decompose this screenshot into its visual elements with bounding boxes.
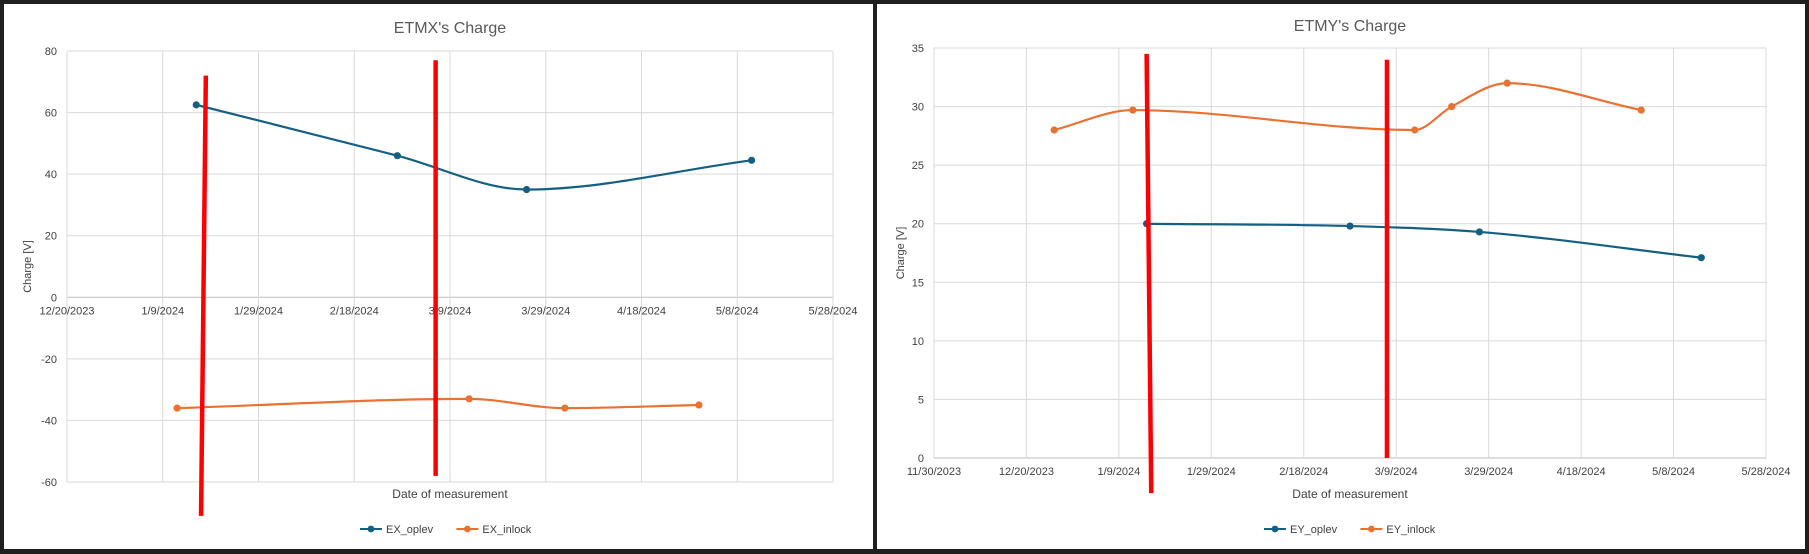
etmx-chart: ETMX's Charge -60 -40 -20 0 20 40 60 80 12/20/202…	[22, 20, 858, 536]
series-line-EX_inlock	[177, 397, 699, 410]
y-tick-label: -40	[41, 415, 57, 427]
data-point-EX_oplev	[748, 156, 756, 164]
y-tick-label: 20	[912, 219, 924, 231]
x-tick-label: 3/9/2024	[429, 305, 472, 317]
y-tick-label: 30	[912, 102, 924, 114]
legend-marker-EY_inlock	[1368, 525, 1375, 533]
x-tick-label: 5/28/2024	[1742, 466, 1791, 478]
data-point-EX_inlock	[695, 401, 703, 409]
chart-title: ETMX's Charge	[394, 20, 507, 37]
x-tick-label: 1/29/2024	[234, 305, 283, 317]
x-tick-label: 2/18/2024	[330, 305, 379, 317]
x-tick-label: 1/9/2024	[1097, 466, 1140, 478]
chart-title: ETMY's Charge	[1294, 18, 1407, 35]
series-line-EY_oplev	[1146, 222, 1702, 259]
x-tick-label: 4/18/2024	[1557, 466, 1606, 478]
x-tick-label: 1/29/2024	[1187, 466, 1236, 478]
y-tick-label: 10	[912, 336, 924, 348]
x-tick-label: 12/20/2023	[999, 466, 1054, 478]
legend-marker-EX_oplev	[367, 525, 375, 533]
y-tick-label: 60	[45, 108, 57, 120]
red-marker-line	[1144, 53, 1154, 494]
y-tick-label: 0	[918, 453, 924, 465]
red-marker-line	[198, 75, 209, 516]
x-tick-label: 4/18/2024	[617, 305, 666, 317]
x-tick-label: 12/20/2023	[39, 305, 94, 317]
x-tick-label: 5/8/2024	[1652, 466, 1695, 478]
x-axis-title: Date of measurement	[1292, 487, 1408, 501]
x-axis-title: Date of measurement	[392, 487, 508, 501]
etmy-chart: ETMY's Charge 0 5 10 15 20 25 30 35 11/30/2023 12/…	[895, 18, 1791, 536]
data-point-EY_inlock	[1448, 102, 1456, 111]
y-tick-label: 5	[918, 394, 924, 406]
x-tick-label: 5/28/2024	[809, 305, 858, 317]
chart-panel-etmx: ETMX's Charge -60 -40 -20 0 20 40 60 80 12/20/202…	[4, 4, 873, 549]
x-tick-label: 11/30/2023	[907, 466, 961, 478]
data-point-EX_inlock	[173, 404, 181, 412]
x-tick-label: 1/9/2024	[141, 305, 184, 317]
y-tick-label: 15	[912, 277, 924, 289]
y-tick-label: 20	[45, 231, 57, 243]
data-point-EY_inlock	[1050, 126, 1058, 134]
legend-marker-EY_oplev	[1271, 525, 1279, 533]
y-tick-label: 80	[45, 46, 57, 58]
data-point-EX_oplev	[523, 185, 531, 194]
data-point-EX_inlock	[561, 404, 569, 412]
data-point-EY_oplev	[1697, 254, 1705, 262]
data-point-EX_oplev	[192, 101, 200, 109]
data-point-EX_oplev	[393, 152, 401, 160]
data-point-EX_inlock	[465, 395, 473, 403]
data-point-EY_inlock	[1129, 106, 1137, 114]
data-point-EY_inlock	[1637, 106, 1645, 114]
y-axis-title: Charge [V]	[895, 227, 907, 280]
data-point-EY_inlock	[1503, 79, 1511, 87]
chart-panel-etmy: ETMY's Charge 0 5 10 15 20 25 30 35 11/30/2023 12/…	[877, 4, 1805, 549]
y-tick-label: 40	[45, 169, 57, 181]
y-tick-label: 0	[51, 292, 57, 304]
legend-marker-EX_inlock	[464, 525, 471, 533]
y-tick-label: -60	[41, 477, 57, 489]
legend-label-EY_inlock: EY_inlock	[1386, 524, 1435, 536]
data-point-EY_oplev	[1346, 222, 1354, 230]
data-point-EY_oplev	[1475, 228, 1484, 236]
x-tick-label: 2/18/2024	[1279, 466, 1328, 478]
x-tick-label: 5/8/2024	[716, 305, 759, 317]
series-line-EX_oplev	[195, 103, 752, 191]
y-tick-label: -20	[41, 354, 57, 366]
data-point-EY_inlock	[1411, 126, 1419, 134]
y-tick-label: 35	[912, 43, 924, 55]
y-axis-title: Charge [V]	[22, 240, 34, 293]
legend-label-EY_oplev: EY_oplev	[1290, 524, 1338, 536]
y-tick-label: 25	[912, 160, 924, 172]
x-tick-label: 3/9/2024	[1375, 466, 1418, 478]
x-tick-label: 3/29/2024	[1464, 466, 1513, 478]
legend-label-EX_inlock: EX_inlock	[482, 524, 531, 536]
legend-label-EX_oplev: EX_oplev	[386, 524, 434, 536]
x-tick-label: 3/29/2024	[521, 305, 570, 317]
